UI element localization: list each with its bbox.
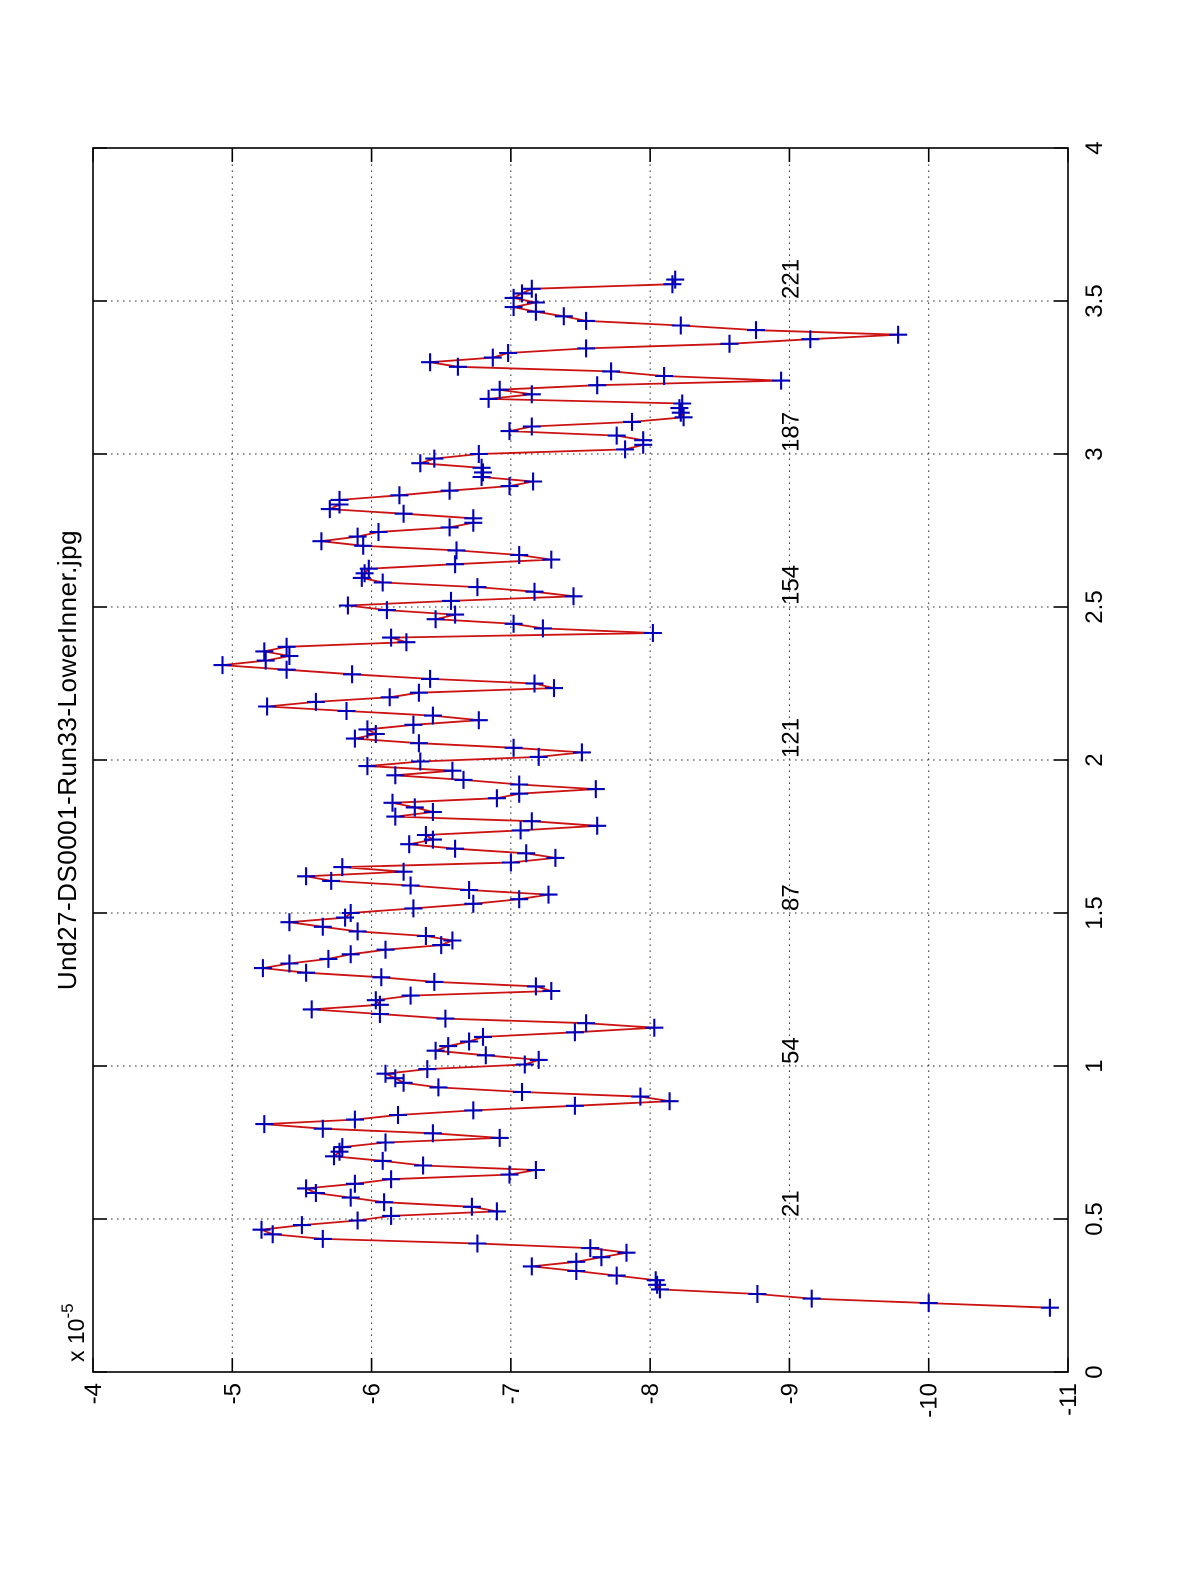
data-line [222, 279, 1050, 1309]
point-index-label: 121 [777, 718, 804, 758]
point-index-label: 87 [777, 884, 804, 911]
y-tick-label: -9 [776, 1383, 803, 1404]
gridlines [93, 148, 1068, 1372]
axis-ticks [92, 147, 1069, 1373]
y-tick-label: -8 [637, 1383, 664, 1404]
point-index-label: 187 [777, 412, 804, 452]
x-tick-label: 3.5 [1081, 284, 1108, 317]
data-markers [213, 270, 1059, 1317]
y-tick-label: -10 [916, 1383, 943, 1418]
point-index-label: 54 [777, 1037, 804, 1064]
y-tick-label: -5 [219, 1383, 246, 1404]
point-index-annotations: 21 54 87 121 154 187 221 [777, 259, 804, 1217]
point-index-label: 21 [777, 1190, 804, 1217]
x-tick-label: 0 [1081, 1365, 1108, 1378]
y-tick-label: -4 [80, 1383, 107, 1404]
x-tick-label: 1.5 [1081, 896, 1108, 929]
x-tick-label: 3 [1081, 447, 1108, 460]
y-tick-label: -6 [359, 1383, 386, 1404]
y-axis-exponent-label: x 10-5 [58, 1303, 89, 1362]
x-tick-label: 1 [1081, 1059, 1108, 1072]
x-tick-label: 0.5 [1081, 1202, 1108, 1235]
x-tick-label: 4 [1081, 141, 1108, 154]
y-tick-labels: -11 -10 -9 -8 -7 -6 -5 -4 [80, 1383, 1082, 1418]
x-tick-label: 2 [1081, 753, 1108, 766]
x-tick-labels: 0 0.5 1 1.5 2 2.5 3 3.5 4 [1081, 141, 1108, 1378]
point-index-label: 221 [777, 259, 804, 299]
y-tick-label: -11 [1055, 1383, 1082, 1416]
x-tick-label: 2.5 [1081, 590, 1108, 623]
point-index-label: 154 [777, 565, 804, 605]
y-tick-label: -7 [498, 1383, 525, 1404]
